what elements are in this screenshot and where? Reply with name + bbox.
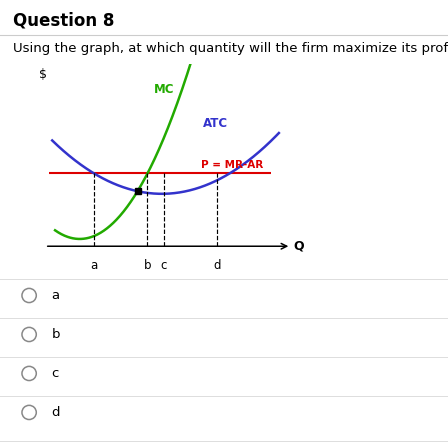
Text: b: b — [144, 259, 151, 272]
Text: c: c — [52, 367, 59, 380]
Text: Q: Q — [293, 240, 304, 253]
Text: a: a — [52, 289, 60, 302]
Text: a: a — [90, 259, 98, 272]
Text: Question 8: Question 8 — [13, 11, 115, 29]
Text: P = MR-AR: P = MR-AR — [201, 160, 263, 170]
Text: d: d — [52, 406, 60, 419]
Text: MC: MC — [154, 83, 174, 97]
Text: $: $ — [39, 68, 47, 81]
Text: b: b — [52, 328, 60, 341]
Text: c: c — [161, 259, 167, 272]
Text: Using the graph, at which quantity will the firm maximize its profits?: Using the graph, at which quantity will … — [13, 42, 448, 55]
Text: d: d — [214, 259, 221, 272]
Text: ATC: ATC — [203, 117, 228, 130]
